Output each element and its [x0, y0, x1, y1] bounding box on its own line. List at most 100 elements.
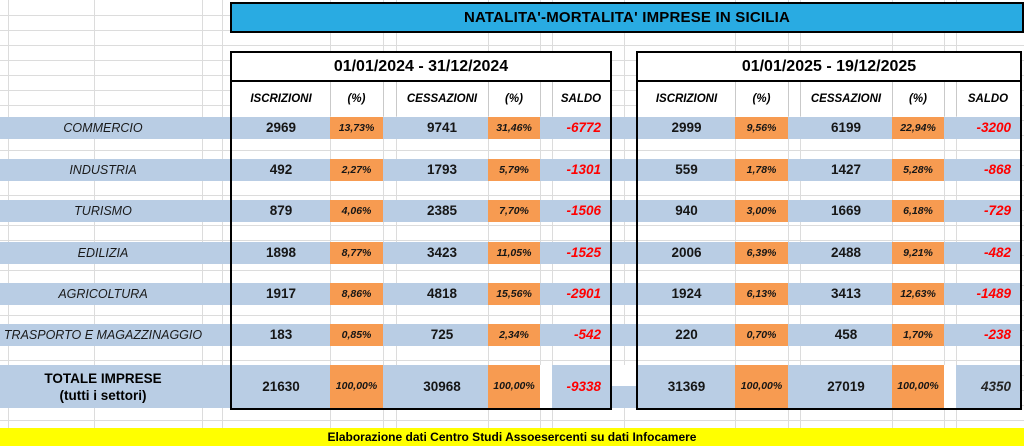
cell-2024-saldo[interactable]: -1301: [566, 162, 601, 177]
cell-2024-iscrizioni-pct[interactable]: 0,85%: [330, 324, 383, 346]
cell-2024-cessazioni[interactable]: 4818: [426, 286, 458, 301]
cell-2024-iscrizioni[interactable]: 1898: [265, 245, 297, 260]
sector-label-cell[interactable]: EDILIZIA: [77, 246, 129, 260]
cell-2025-iscrizioni[interactable]: 220: [675, 327, 698, 342]
cell-2024-iscrizioni-pct[interactable]: 8,86%: [330, 283, 383, 305]
cell-2025-cessazioni[interactable]: 2488: [830, 245, 862, 260]
cell-2024-cessazioni[interactable]: 3423: [426, 245, 458, 260]
grid-line: [0, 45, 1024, 46]
cell-total-2024-saldo[interactable]: -9338: [566, 379, 601, 394]
cell-total-2025-saldo[interactable]: 4350: [980, 379, 1011, 394]
cell-2025-saldo[interactable]: -238: [983, 327, 1011, 342]
cell-2025-saldo[interactable]: -1489: [976, 286, 1011, 301]
cell-2024-cessazioni[interactable]: 1793: [426, 162, 458, 177]
cell-2024-saldo[interactable]: -2901: [566, 286, 601, 301]
cell-total-2025-iscrizioni[interactable]: 31369: [667, 379, 706, 394]
grid-line: [956, 0, 957, 446]
cell-2025-iscrizioni-pct[interactable]: 6,39%: [735, 242, 788, 264]
cell-total-2025-cessazioni[interactable]: 27019: [827, 379, 865, 394]
table-row: TRASPORTO E MAGAZZINAGGIO 183 0,85% 725 …: [0, 324, 1024, 346]
cell-2025-iscrizioni-pct[interactable]: 0,70%: [735, 324, 788, 346]
sector-label-cell[interactable]: TRASPORTO E MAGAZZINAGGIO: [3, 328, 203, 342]
sector-label-cell[interactable]: INDUSTRIA: [69, 163, 137, 177]
cell-2024-iscrizioni-pct[interactable]: 4,06%: [330, 200, 383, 222]
cell-2024-cessazioni[interactable]: 2385: [426, 203, 458, 218]
cell-2025-saldo[interactable]: -482: [983, 245, 1011, 260]
col-header-saldo[interactable]: SALDO: [560, 93, 602, 105]
cell-2025-cessazioni-pct[interactable]: 1,70%: [892, 324, 944, 346]
col-header-saldo[interactable]: SALDO: [967, 93, 1009, 105]
cell-2025-saldo[interactable]: -868: [983, 162, 1011, 177]
column-divider: [396, 82, 397, 116]
cell-2024-saldo[interactable]: -6772: [566, 120, 601, 135]
cell-2025-iscrizioni[interactable]: 2006: [671, 245, 702, 260]
cell-2024-iscrizioni[interactable]: 879: [269, 203, 293, 218]
cell-2025-iscrizioni-pct[interactable]: 6,13%: [735, 283, 788, 305]
cell-2024-cessazioni-pct[interactable]: 11,05%: [488, 242, 540, 264]
col-header-pct[interactable]: (%): [909, 93, 927, 105]
spacer-cell: [944, 365, 956, 408]
cell-2025-cessazioni-pct[interactable]: 22,94%: [892, 117, 944, 139]
cell-total-2025-cessazioni-pct[interactable]: 100,00%: [892, 365, 944, 408]
col-header-pct[interactable]: (%): [505, 93, 523, 105]
cell-2024-iscrizioni-pct[interactable]: 13,73%: [330, 117, 383, 139]
cell-total-2024-iscrizioni[interactable]: 21630: [262, 379, 300, 394]
cell-2025-cessazioni-pct[interactable]: 6,18%: [892, 200, 944, 222]
cell-total-2024-cessazioni[interactable]: 30968: [423, 379, 461, 394]
col-header-pct[interactable]: (%): [347, 93, 366, 105]
cell-2025-iscrizioni-pct[interactable]: 3,00%: [735, 200, 788, 222]
cell-2025-iscrizioni-pct[interactable]: 9,56%: [735, 117, 788, 139]
cell-2024-saldo[interactable]: -542: [573, 327, 601, 342]
sector-label-cell[interactable]: AGRICOLTURA: [58, 287, 148, 301]
cell-2025-cessazioni[interactable]: 1427: [830, 162, 862, 177]
col-header-cessazioni[interactable]: CESSAZIONI: [810, 93, 882, 105]
sector-label-cell[interactable]: COMMERCIO: [63, 121, 143, 135]
cell-2025-saldo[interactable]: -3200: [976, 120, 1011, 135]
cell-2024-saldo[interactable]: -1525: [566, 245, 601, 260]
cell-total-2024-iscrizioni-pct[interactable]: 100,00%: [330, 365, 383, 408]
cell-2025-cessazioni[interactable]: 6199: [830, 120, 862, 135]
cell-2025-cessazioni[interactable]: 1669: [830, 203, 862, 218]
column-divider: [892, 82, 893, 116]
cell-2025-iscrizioni[interactable]: 940: [675, 203, 698, 218]
cell-2024-iscrizioni[interactable]: 2969: [265, 120, 297, 135]
col-header-pct[interactable]: (%): [752, 93, 771, 105]
total-label-line1: TOTALE IMPRESE: [44, 370, 162, 386]
cell-2025-cessazioni[interactable]: 458: [834, 327, 858, 342]
cell-2024-iscrizioni-pct[interactable]: 8,77%: [330, 242, 383, 264]
cell-2024-cessazioni[interactable]: 9741: [426, 120, 458, 135]
cell-2024-cessazioni-pct[interactable]: 31,46%: [488, 117, 540, 139]
cell-2025-iscrizioni[interactable]: 1924: [671, 286, 702, 301]
cell-2024-cessazioni-pct[interactable]: 5,79%: [488, 159, 540, 181]
cell-2025-cessazioni-pct[interactable]: 5,28%: [892, 159, 944, 181]
period-2024-label[interactable]: 01/01/2024 - 31/12/2024: [232, 53, 610, 82]
grid-line: [94, 0, 95, 446]
cell-2024-iscrizioni-pct[interactable]: 2,27%: [330, 159, 383, 181]
column-divider: [488, 82, 489, 116]
cell-2024-iscrizioni[interactable]: 492: [269, 162, 293, 177]
grid-line: [540, 0, 541, 446]
col-header-cessazioni[interactable]: CESSAZIONI: [406, 93, 478, 105]
cell-total-2025-iscrizioni-pct[interactable]: 100,00%: [735, 365, 788, 408]
period-2025-label[interactable]: 01/01/2025 - 19/12/2025: [638, 53, 1020, 82]
cell-2025-cessazioni[interactable]: 3413: [830, 286, 862, 301]
cell-2024-cessazioni-pct[interactable]: 15,56%: [488, 283, 540, 305]
cell-2024-cessazioni-pct[interactable]: 7,70%: [488, 200, 540, 222]
cell-2024-iscrizioni[interactable]: 1917: [265, 286, 297, 301]
cell-2025-saldo[interactable]: -729: [983, 203, 1011, 218]
cell-2025-iscrizioni[interactable]: 559: [675, 162, 698, 177]
cell-2025-cessazioni-pct[interactable]: 12,63%: [892, 283, 944, 305]
sector-label-cell[interactable]: TURISMO: [74, 204, 132, 218]
col-header-iscrizioni[interactable]: ISCRIZIONI: [250, 93, 312, 105]
total-label-cell[interactable]: TOTALE IMPRESE (tutti i settori): [0, 365, 206, 408]
cell-2025-iscrizioni-pct[interactable]: 1,78%: [735, 159, 788, 181]
cell-2024-cessazioni[interactable]: 725: [430, 327, 454, 342]
cell-2025-cessazioni-pct[interactable]: 9,21%: [892, 242, 944, 264]
cell-total-2024-cessazioni-pct[interactable]: 100,00%: [488, 365, 540, 408]
col-header-iscrizioni[interactable]: ISCRIZIONI: [655, 93, 718, 105]
cell-2024-iscrizioni[interactable]: 183: [269, 327, 293, 342]
cell-2024-saldo[interactable]: -1506: [566, 203, 601, 218]
cell-2025-iscrizioni[interactable]: 2999: [671, 120, 702, 135]
cell-2024-cessazioni-pct[interactable]: 2,34%: [488, 324, 540, 346]
grid-line: [624, 0, 625, 446]
